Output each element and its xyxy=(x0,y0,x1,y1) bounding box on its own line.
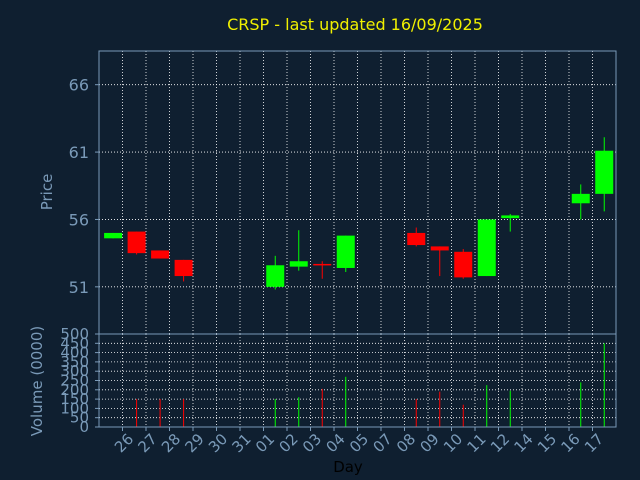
candle-body xyxy=(477,219,496,277)
volume-tick-label: 350 xyxy=(60,353,89,371)
candle-series xyxy=(104,137,614,290)
candle-body xyxy=(174,259,193,277)
price-axis-ticks: 51 56 61 66 xyxy=(69,76,99,297)
volume-tick-label: 200 xyxy=(60,381,89,399)
candle-body xyxy=(454,251,473,278)
volume-tick-label: 300 xyxy=(60,362,89,380)
chart-title: CRSP - last updated 16/09/2025 xyxy=(227,15,483,34)
price-tick-label: 56 xyxy=(69,210,89,229)
candle-body xyxy=(313,263,332,266)
volume-tick-label: 100 xyxy=(60,399,89,417)
price-tick-label: 61 xyxy=(69,143,89,162)
volume-tick-label: 0 xyxy=(79,418,89,436)
volume-tick-label: 500 xyxy=(60,325,89,343)
candle-body xyxy=(501,215,520,219)
candle-body xyxy=(104,232,123,239)
volume-axis-label: Volume (0000) xyxy=(28,326,46,436)
volume-tick-label: 50 xyxy=(70,409,89,427)
candle-body xyxy=(336,235,355,268)
candle-body xyxy=(595,150,614,194)
candle-body xyxy=(571,193,590,204)
volume-tick-label: 400 xyxy=(60,344,89,362)
candle-body xyxy=(407,232,426,246)
candle-body xyxy=(127,231,146,254)
candle-body xyxy=(151,250,170,259)
candle-body xyxy=(430,246,449,251)
price-tick-label: 51 xyxy=(69,278,89,297)
price-axis-label: Price xyxy=(38,174,56,211)
x-axis-label: Day xyxy=(333,458,363,476)
volume-tick-label: 450 xyxy=(60,334,89,352)
volume-gridlines xyxy=(99,334,616,427)
candle-body xyxy=(289,261,308,267)
candle-body xyxy=(266,265,285,287)
volume-bars xyxy=(136,343,605,427)
volume-tick-label: 250 xyxy=(60,372,89,390)
price-tick-label: 66 xyxy=(69,76,89,95)
price-gridlines xyxy=(99,51,616,334)
volume-tick-label: 150 xyxy=(60,390,89,408)
